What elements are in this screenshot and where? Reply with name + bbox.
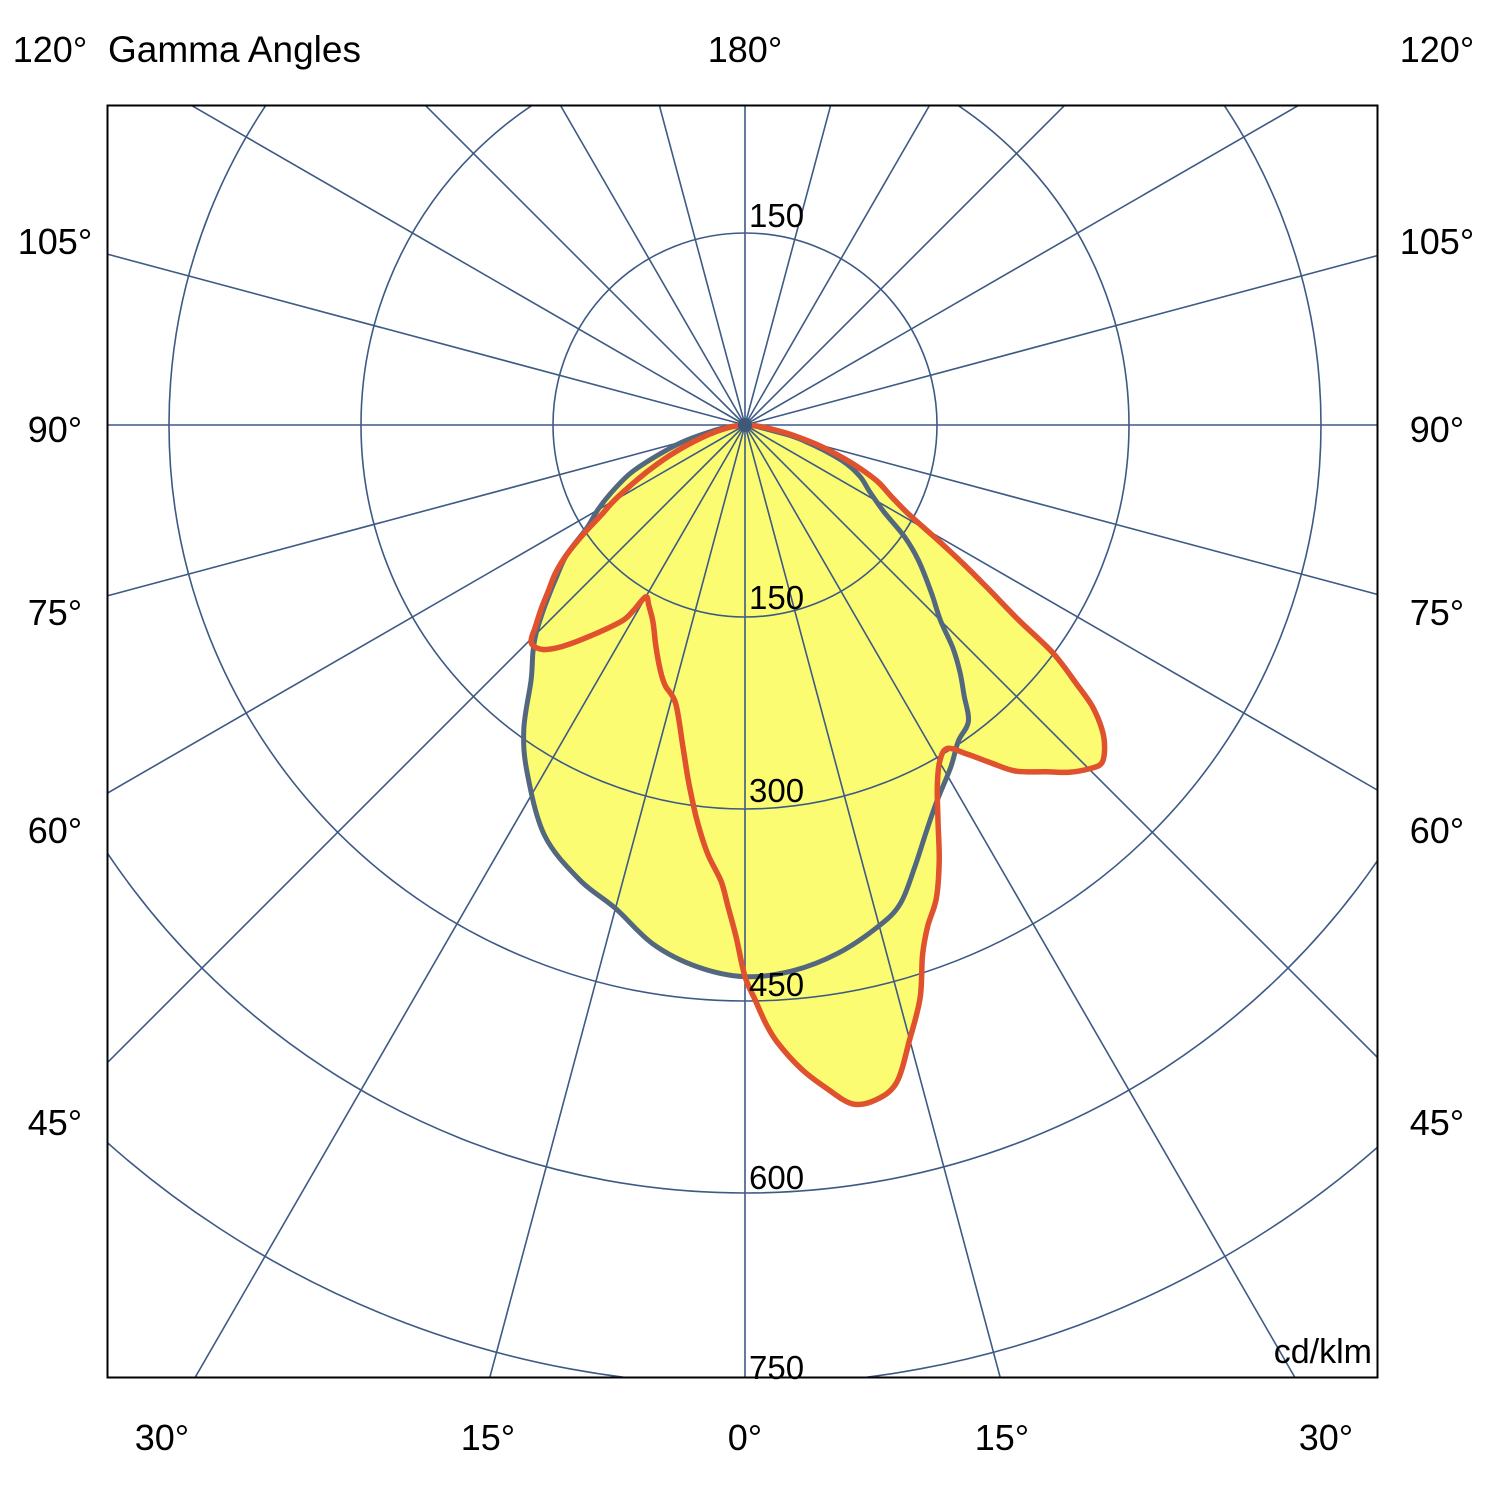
angle-label-bottom-15R: 15° xyxy=(975,1417,1029,1458)
angle-label-top-right: 120° xyxy=(1400,29,1474,70)
angle-label-right-90: 90° xyxy=(1410,409,1464,450)
angle-label-right-75: 75° xyxy=(1410,592,1464,633)
red-curve xyxy=(528,422,1108,1108)
grid-ray xyxy=(744,106,1066,426)
radial-tick-label: 750 xyxy=(749,1349,804,1386)
grid-ray xyxy=(744,106,1300,426)
grid-ray xyxy=(744,424,1377,791)
unit-label: cd/klm xyxy=(1274,1333,1372,1371)
radial-tick-label: 450 xyxy=(749,966,804,1003)
radial-tick-labels: 150 150 300 450 600 750 xyxy=(749,197,804,1386)
angle-label-left-75: 75° xyxy=(28,592,82,633)
grid-ray xyxy=(559,106,746,426)
angle-label-left-105: 105° xyxy=(18,221,92,262)
angle-label-bottom-0: 0° xyxy=(728,1417,762,1458)
grid-ray xyxy=(744,106,832,426)
angle-label-right-60: 60° xyxy=(1410,810,1464,851)
grid-ray xyxy=(744,254,1377,426)
grid-ray xyxy=(744,424,1001,1377)
grid-ray xyxy=(194,424,746,1377)
angle-label-left-60: 60° xyxy=(28,810,82,851)
radial-tick-label: 300 xyxy=(749,772,804,809)
angle-label-right-45: 45° xyxy=(1410,1102,1464,1143)
angle-label-right-105: 105° xyxy=(1400,221,1474,262)
grid-ray xyxy=(108,424,746,1064)
intensity-curves-layer xyxy=(521,422,1108,1108)
grid-ray xyxy=(108,253,746,426)
angle-label-top-left: 120° xyxy=(13,29,87,70)
gamma-angle-labels: 120° 180° 120° 105° 90° 75° 60° 45° 105°… xyxy=(13,29,1474,1458)
grid-ray xyxy=(744,424,1296,1377)
angle-label-bottom-30R: 30° xyxy=(1299,1417,1353,1458)
radial-tick-label: 150 xyxy=(749,579,804,616)
radial-tick-label: 600 xyxy=(749,1159,804,1196)
red-curve-fill xyxy=(531,425,1105,1105)
grid-ray xyxy=(489,424,746,1377)
grid-ray xyxy=(744,424,1377,596)
grid-ray xyxy=(744,106,931,426)
grid-ray xyxy=(744,424,1377,1059)
grid-ray xyxy=(658,106,746,426)
plot-border xyxy=(106,104,1379,1379)
grid-ray xyxy=(108,424,746,597)
chart-title: Gamma Angles xyxy=(108,29,361,70)
angle-label-bottom-15L: 15° xyxy=(461,1417,515,1458)
grid-ray xyxy=(108,424,746,794)
radial-tick-label: 150 xyxy=(749,197,804,234)
polar-center-dot xyxy=(738,418,752,432)
angle-label-left-90: 90° xyxy=(28,409,82,450)
grid-ray xyxy=(424,106,746,426)
angle-label-bottom-30L: 30° xyxy=(135,1417,189,1458)
angle-label-top-center: 180° xyxy=(708,29,782,70)
grid-ray xyxy=(190,106,746,426)
angle-label-left-45: 45° xyxy=(28,1102,82,1143)
